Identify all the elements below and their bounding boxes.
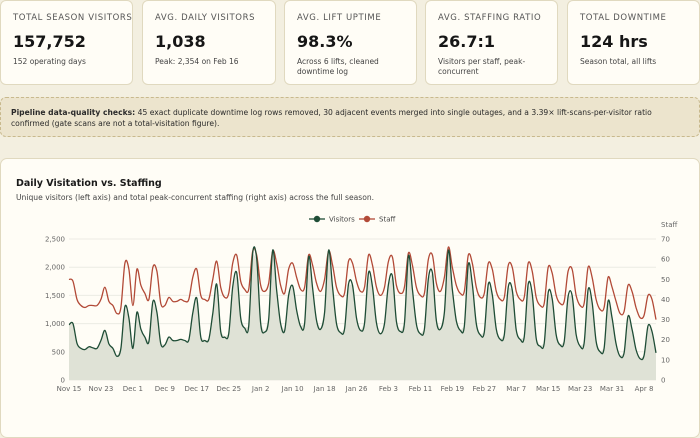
visitors-area	[69, 250, 656, 380]
x-tick-label: Jan 26	[345, 385, 368, 393]
x-tick-label: Feb 27	[473, 385, 497, 393]
series-line-visitors	[68, 246, 657, 361]
kpi-card-avg-lift-uptime: Avg. Lift Uptime 98.3% Across 6 lifts, c…	[284, 0, 417, 85]
legend-marker-visitors	[313, 215, 321, 223]
kpi-value: 124 hrs	[580, 32, 648, 51]
kpi-value: 157,752	[13, 32, 86, 51]
x-tick-label: Apr 8	[635, 385, 654, 393]
kpi-label: Avg. Daily Visitors	[155, 13, 256, 23]
kpi-value: 26.7:1	[438, 32, 496, 51]
series-line-staff	[68, 246, 657, 320]
legend-label-staff: Staff	[379, 216, 395, 224]
chart-title: Daily Visitation vs. Staffing	[16, 178, 162, 189]
kpi-value: 98.3%	[297, 32, 353, 51]
y-right-tick-label: 30	[661, 316, 670, 324]
kpi-card-total-visitors: Total Season Visitors 157,752 152 operat…	[0, 0, 133, 85]
kpi-sub: 152 operating days	[13, 57, 86, 66]
y-right-axis-label: Staff	[661, 221, 677, 229]
y-left-tick-label: 1,500	[45, 292, 65, 300]
y-right-tick-label: 20	[661, 336, 670, 344]
x-tick-label: Feb 3	[379, 385, 398, 393]
data-quality-notice: Pipeline data-quality checks: 45 exact d…	[0, 97, 700, 137]
y-left-tick-label: 0	[61, 377, 65, 385]
kpi-label: Total Season Visitors	[13, 13, 133, 23]
x-tick-label: Jan 18	[313, 385, 336, 393]
legend-marker-staff	[363, 215, 371, 223]
kpi-label: Avg. Lift Uptime	[297, 13, 382, 23]
kpi-sub: Season total, all lifts	[580, 57, 657, 66]
x-tick-label: Dec 25	[216, 385, 241, 393]
kpi-card-avg-daily-visitors: Avg. Daily Visitors 1,038 Peak: 2,354 on…	[142, 0, 276, 85]
x-tick-label: Dec 1	[123, 385, 143, 393]
legend-label-visitors: Visitors	[329, 216, 355, 224]
kpi-card-avg-staffing-ratio: Avg. Staffing Ratio 26.7:1 Visitors per …	[425, 0, 558, 85]
kpi-sub: Across 6 lifts, cleaned downtime log	[297, 57, 379, 76]
kpi-sub: Peak: 2,354 on Feb 16	[155, 57, 239, 66]
x-tick-label: Dec 17	[184, 385, 209, 393]
y-left-tick-label: 2,000	[45, 264, 65, 272]
y-left-tick-label: 2,500	[45, 236, 65, 244]
kpi-value: 1,038	[155, 32, 206, 51]
x-tick-label: Jan 2	[251, 385, 269, 393]
x-tick-label: Nov 15	[57, 385, 82, 393]
y-right-tick-label: 40	[661, 296, 670, 304]
y-right-tick-label: 60	[661, 256, 670, 264]
kpi-label: Avg. Staffing Ratio	[438, 13, 542, 23]
y-right-tick-label: 50	[661, 276, 670, 284]
y-right-tick-label: 10	[661, 356, 670, 364]
y-left-tick-label: 500	[52, 348, 65, 356]
kpi-label: Total Downtime	[580, 13, 667, 23]
y-right-tick-label: 70	[661, 236, 670, 244]
x-tick-label: Dec 9	[155, 385, 175, 393]
x-tick-label: Jan 10	[281, 385, 304, 393]
x-tick-label: Mar 15	[536, 385, 560, 393]
kpi-sub: Visitors per staff, peak-concurrent	[438, 57, 526, 76]
x-tick-label: Nov 23	[89, 385, 114, 393]
x-tick-label: Feb 19	[441, 385, 465, 393]
notice-text: 45 exact duplicate downtime log rows rem…	[11, 108, 652, 128]
chart-panel: Daily Visitation vs. Staffing Unique vis…	[0, 158, 700, 438]
y-right-tick-label: 0	[661, 377, 665, 385]
kpi-card-total-downtime: Total Downtime 124 hrs Season total, all…	[567, 0, 700, 85]
notice-lead: Pipeline data-quality checks:	[11, 108, 136, 117]
x-tick-label: Feb 11	[409, 385, 433, 393]
x-tick-label: Mar 7	[506, 385, 526, 393]
x-tick-label: Mar 23	[568, 385, 592, 393]
y-left-tick-label: 1,000	[45, 320, 65, 328]
x-tick-label: Mar 31	[600, 385, 624, 393]
visitation-staffing-chart: 0 500 1,000 1,500 2,000 2,500 0 10 20 30 40 50 60 70 S…	[45, 215, 678, 394]
chart-subtitle: Unique visitors (left axis) and total pe…	[16, 193, 375, 202]
